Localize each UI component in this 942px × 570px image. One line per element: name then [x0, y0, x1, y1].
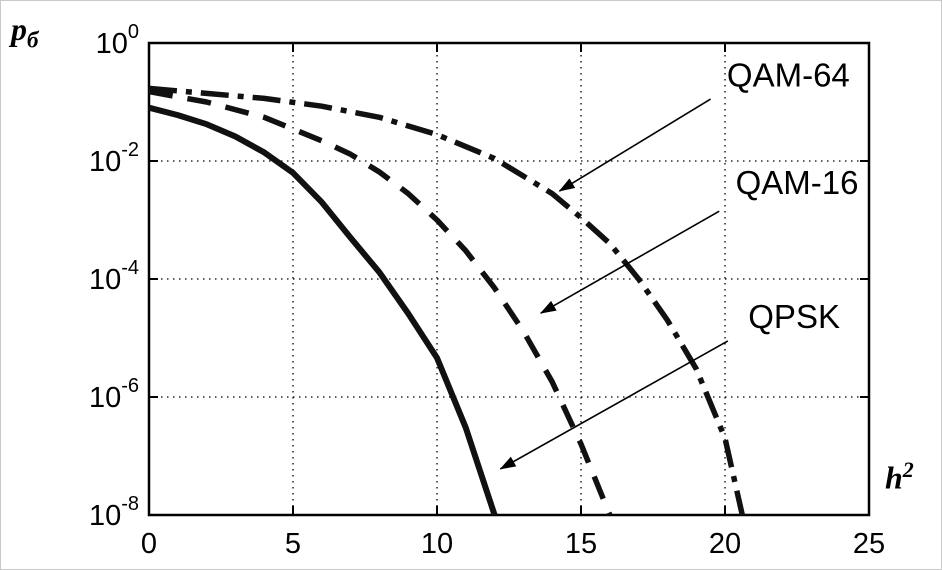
x-tick-label: 20: [709, 528, 741, 560]
annotation-label-qpsk: QPSK: [748, 298, 840, 335]
annotation-arrow-qam-16: [539, 210, 720, 314]
curve-qam-16: [148, 88, 613, 517]
y-axis-label: pб: [11, 11, 38, 53]
y-axis-label-base: p: [11, 11, 27, 47]
x-tick-label: 25: [853, 528, 885, 560]
x-tick-label: 10: [421, 528, 453, 560]
annotation-arrow-qpsk: [499, 340, 729, 470]
annotation-label-qam-64: QAM-64: [727, 56, 850, 93]
y-tick-label: 10-4: [89, 257, 139, 296]
y-tick-label: 10-6: [89, 375, 139, 414]
annotation-arrow-qam-64: [558, 98, 712, 192]
x-axis-label-base: h: [885, 459, 903, 496]
x-axis-label-sup: 2: [902, 457, 914, 482]
x-tick-label: 15: [565, 528, 597, 560]
y-tick-label: 10-2: [89, 139, 139, 178]
annotation-label-qam-16: QAM-16: [736, 164, 859, 201]
y-axis-label-sub: б: [27, 27, 39, 53]
x-tick-label: 5: [285, 528, 301, 560]
x-axis-label: h2: [885, 457, 914, 497]
y-tick-label: 10-8: [89, 493, 139, 532]
curve-qam-64: [148, 85, 745, 516]
y-tick-label: 100: [96, 21, 139, 60]
curve-qpsk: [148, 104, 498, 516]
x-tick-label: 0: [141, 528, 157, 560]
